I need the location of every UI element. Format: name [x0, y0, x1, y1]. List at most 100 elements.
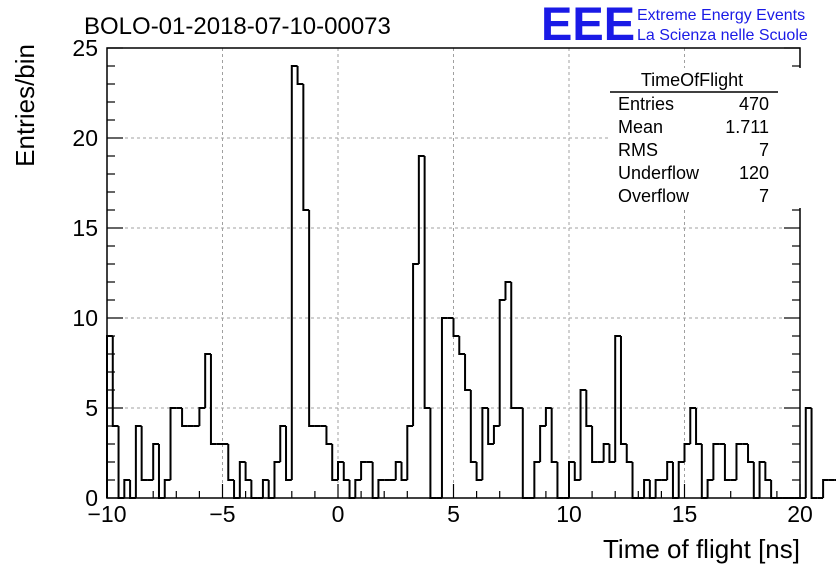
histogram-bin — [152, 443, 159, 480]
histogram-bin — [539, 425, 546, 462]
histogram-bin — [533, 461, 541, 498]
logo-mark: EEE — [541, 0, 635, 50]
y-tick-label: 20 — [72, 125, 98, 151]
y-tick-label: 5 — [85, 395, 98, 421]
histogram-bin — [302, 84, 310, 211]
x-tick-label: 5 — [447, 501, 460, 527]
stats-rows: Entries 470 Mean 1.711 RMS 7 Underflow 120 Overf… — [618, 94, 769, 206]
histogram-bin — [429, 408, 437, 499]
stats-row-value: 470 — [739, 94, 769, 114]
histogram-bin — [504, 281, 512, 300]
histogram-bin — [325, 426, 333, 445]
histogram-bin — [706, 479, 714, 498]
histogram-bin — [134, 425, 142, 498]
histogram-bin — [261, 479, 269, 498]
histogram-bin — [573, 462, 581, 481]
logo-line-1: Extreme Energy Events — [637, 7, 805, 24]
histogram-bin — [452, 318, 460, 337]
y-tick-label: 10 — [72, 305, 98, 331]
histogram-bin — [238, 461, 246, 498]
histogram-bin — [492, 425, 500, 444]
histogram-bin — [417, 155, 425, 264]
histogram-bin — [198, 407, 206, 426]
stats-row-label: Mean — [618, 117, 663, 137]
logo-line-2: La Scienza nelle Scuole — [637, 27, 808, 44]
stats-box: TimeOfFlight Entries 470 Mean 1.711 RMS 7 Unde… — [610, 68, 804, 208]
eee-logo: EEE Extreme Energy Events La Scienza nel… — [541, 0, 808, 50]
histogram-bin — [579, 389, 587, 480]
histogram-bin — [625, 444, 633, 463]
histogram-bin — [400, 462, 408, 481]
histogram-bin — [619, 336, 627, 445]
histogram-bin — [331, 444, 338, 481]
histogram-bin — [747, 444, 754, 463]
y-axis-label: Entries/bin — [10, 44, 40, 167]
grid-lines — [107, 48, 800, 498]
y-tick-label: 25 — [72, 35, 98, 61]
histogram-bin — [550, 408, 558, 463]
histogram-bin — [308, 210, 315, 427]
x-axis-label: Time of flight [ns] — [603, 534, 800, 564]
histogram-bin — [227, 444, 235, 481]
x-tick-label: 10 — [556, 501, 582, 527]
stats-row-label: RMS — [618, 140, 658, 160]
histogram-bin — [758, 461, 766, 498]
histogram-bin — [354, 479, 362, 498]
histogram-bin — [804, 407, 812, 498]
y-tick-labels: 0 5 10 15 20 25 — [72, 35, 98, 511]
histogram-bin — [723, 444, 731, 481]
histogram-bin — [822, 479, 829, 498]
histogram-bin — [544, 407, 552, 426]
histogram-bin — [458, 336, 466, 355]
x-tick-label: 20 — [787, 501, 813, 527]
histogram-bin — [244, 462, 252, 481]
stats-row-value: 1.711 — [725, 117, 769, 137]
histogram-bin — [631, 462, 639, 499]
histogram-bin — [677, 461, 685, 498]
histogram-bin — [770, 480, 777, 499]
histogram-bin — [377, 479, 385, 498]
histogram-bin — [342, 462, 350, 481]
axis-ticks — [106, 47, 801, 499]
histogram-bin — [285, 426, 292, 481]
histogram-bin — [273, 461, 281, 498]
y-tick-label: 0 — [85, 485, 98, 511]
histogram-bin — [169, 407, 177, 480]
histogram-bin — [440, 317, 448, 498]
histogram-bin — [735, 443, 743, 480]
histogram-bin — [591, 426, 598, 463]
histogram-bin — [602, 443, 610, 462]
histogram-bin — [337, 461, 344, 480]
stats-row-value: 7 — [759, 140, 769, 160]
stats-row-label: Underflow — [618, 163, 700, 183]
histogram-bin — [140, 426, 148, 481]
histogram-bin — [181, 408, 188, 427]
histogram-bin — [608, 444, 616, 463]
histogram-bin — [123, 479, 131, 498]
histogram-bin — [643, 479, 650, 498]
stats-row-label: Overflow — [618, 186, 690, 206]
histogram-bin — [764, 462, 772, 481]
histogram-bin — [585, 390, 593, 427]
stats-row-value: 120 — [739, 163, 769, 183]
histogram-bin — [481, 407, 489, 480]
histogram-bin — [556, 462, 564, 499]
histogram-bin — [412, 263, 419, 426]
histogram-bin — [204, 353, 211, 408]
y-tick-label: 15 — [72, 215, 98, 241]
x-tick-label: 0 — [332, 501, 345, 527]
chart-title: BOLO-01-2018-07-10-00073 — [84, 13, 391, 40]
histogram-bin — [250, 480, 258, 499]
histogram-bin — [464, 354, 471, 391]
histogram-bin — [810, 408, 818, 499]
histogram-bin — [695, 408, 702, 445]
histogram-bin — [290, 65, 298, 480]
histogram-bin — [360, 461, 367, 480]
histogram-bin — [394, 461, 402, 480]
histogram-bin — [654, 479, 662, 498]
histogram-bin — [279, 425, 287, 462]
stats-row-value: 7 — [759, 186, 769, 206]
x-tick-labels: −10 −5 0 5 10 15 20 — [87, 501, 812, 527]
histogram-bin — [423, 156, 431, 409]
